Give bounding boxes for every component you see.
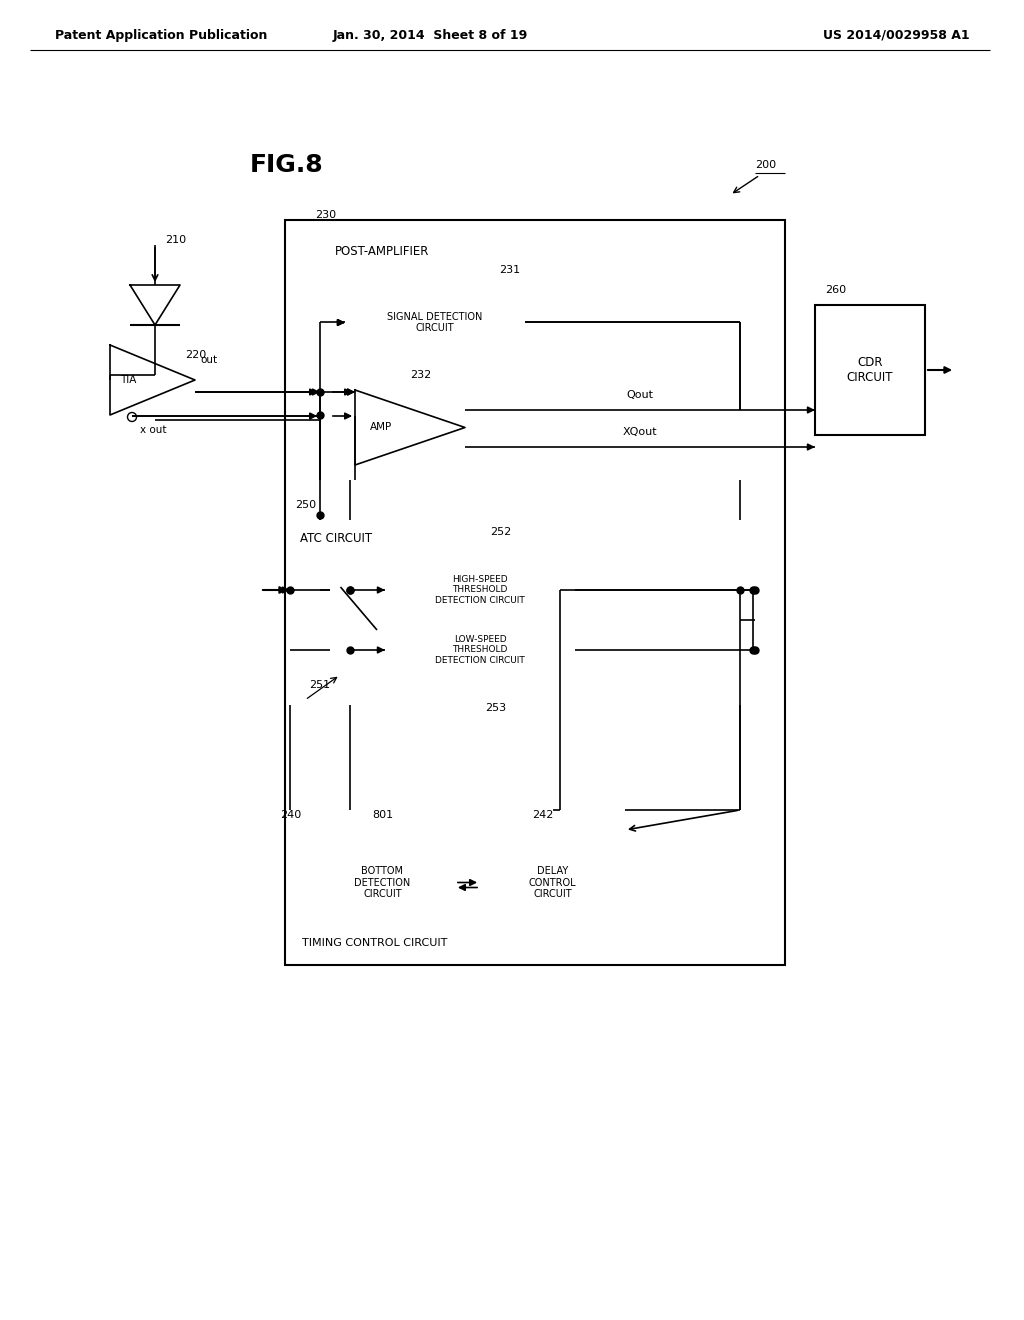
Text: Patent Application Publication: Patent Application Publication (55, 29, 267, 41)
Bar (290, 520, 755, 705)
Text: AMP: AMP (370, 422, 392, 433)
Text: 260: 260 (825, 285, 846, 294)
Text: CDR
CIRCUIT: CDR CIRCUIT (847, 356, 893, 384)
Text: out: out (200, 355, 217, 366)
Text: 232: 232 (410, 370, 431, 380)
Text: Qout: Qout (627, 389, 653, 400)
Text: SIGNAL DETECTION
CIRCUIT: SIGNAL DETECTION CIRCUIT (387, 312, 482, 333)
Text: US 2014/0029958 A1: US 2014/0029958 A1 (823, 29, 970, 41)
Text: FIG.8: FIG.8 (250, 153, 324, 177)
Bar (285, 220, 785, 965)
Text: BOTTOM
DETECTION
CIRCUIT: BOTTOM DETECTION CIRCUIT (354, 866, 411, 899)
Text: 250: 250 (295, 500, 316, 510)
Text: x out: x out (140, 425, 167, 436)
Bar (290, 810, 755, 960)
Bar (385, 605, 575, 696)
Text: 242: 242 (531, 810, 553, 820)
Text: 801: 801 (372, 810, 393, 820)
Text: 252: 252 (490, 527, 511, 537)
Bar (345, 280, 525, 366)
Bar (310, 830, 455, 935)
Text: Jan. 30, 2014  Sheet 8 of 19: Jan. 30, 2014 Sheet 8 of 19 (333, 29, 527, 41)
Text: XQout: XQout (623, 426, 657, 437)
Bar (319, 230, 740, 480)
Text: LOW-SPEED
THRESHOLD
DETECTION CIRCUIT: LOW-SPEED THRESHOLD DETECTION CIRCUIT (435, 635, 525, 665)
Text: 253: 253 (485, 704, 506, 713)
Text: 240: 240 (280, 810, 301, 820)
Text: 200: 200 (755, 160, 776, 170)
Text: TIA: TIA (120, 375, 136, 385)
Text: DELAY
CONTROL
CIRCUIT: DELAY CONTROL CIRCUIT (528, 866, 577, 899)
Bar (385, 545, 575, 635)
Text: TIMING CONTROL CIRCUIT: TIMING CONTROL CIRCUIT (302, 939, 447, 948)
Text: ATC CIRCUIT: ATC CIRCUIT (300, 532, 372, 545)
Text: POST-AMPLIFIER: POST-AMPLIFIER (335, 246, 429, 257)
Text: 231: 231 (499, 265, 520, 275)
Text: HIGH-SPEED
THRESHOLD
DETECTION CIRCUIT: HIGH-SPEED THRESHOLD DETECTION CIRCUIT (435, 576, 525, 605)
Text: 230: 230 (315, 210, 336, 220)
Text: 210: 210 (165, 235, 186, 246)
Bar (815, 305, 925, 436)
Text: 251: 251 (309, 680, 330, 690)
Bar (480, 830, 625, 935)
Text: 220: 220 (185, 350, 206, 360)
